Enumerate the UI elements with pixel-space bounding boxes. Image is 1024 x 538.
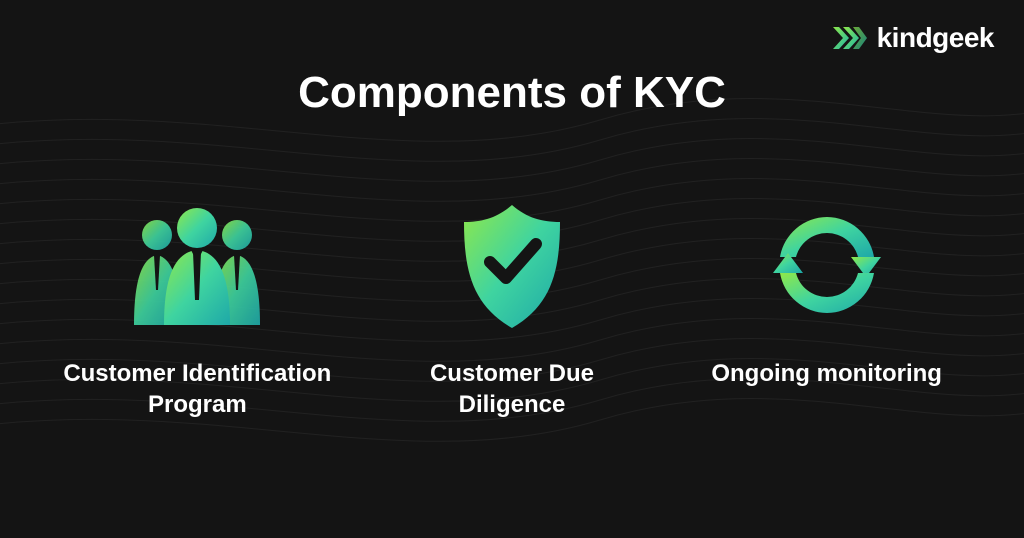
- shield-check-icon: [452, 200, 572, 330]
- card-label: Customer Identification Program: [63, 358, 331, 420]
- card-label: Customer Due Diligence: [430, 358, 594, 420]
- card-ongoing-monitoring: Ongoing monitoring: [677, 200, 977, 420]
- card-label: Ongoing monitoring: [711, 358, 942, 389]
- brand-name: kindgeek: [877, 22, 994, 54]
- people-icon: [122, 200, 272, 330]
- brand-logo: kindgeek: [833, 22, 994, 54]
- logo-mark-icon: [833, 23, 867, 53]
- cycle-icon: [767, 205, 887, 325]
- card-customer-due-diligence: Customer Due Diligence: [362, 200, 662, 420]
- page-title: Components of KYC: [0, 68, 1024, 118]
- components-row: Customer Identification Program Customer…: [0, 200, 1024, 420]
- card-customer-identification: Customer Identification Program: [47, 200, 347, 420]
